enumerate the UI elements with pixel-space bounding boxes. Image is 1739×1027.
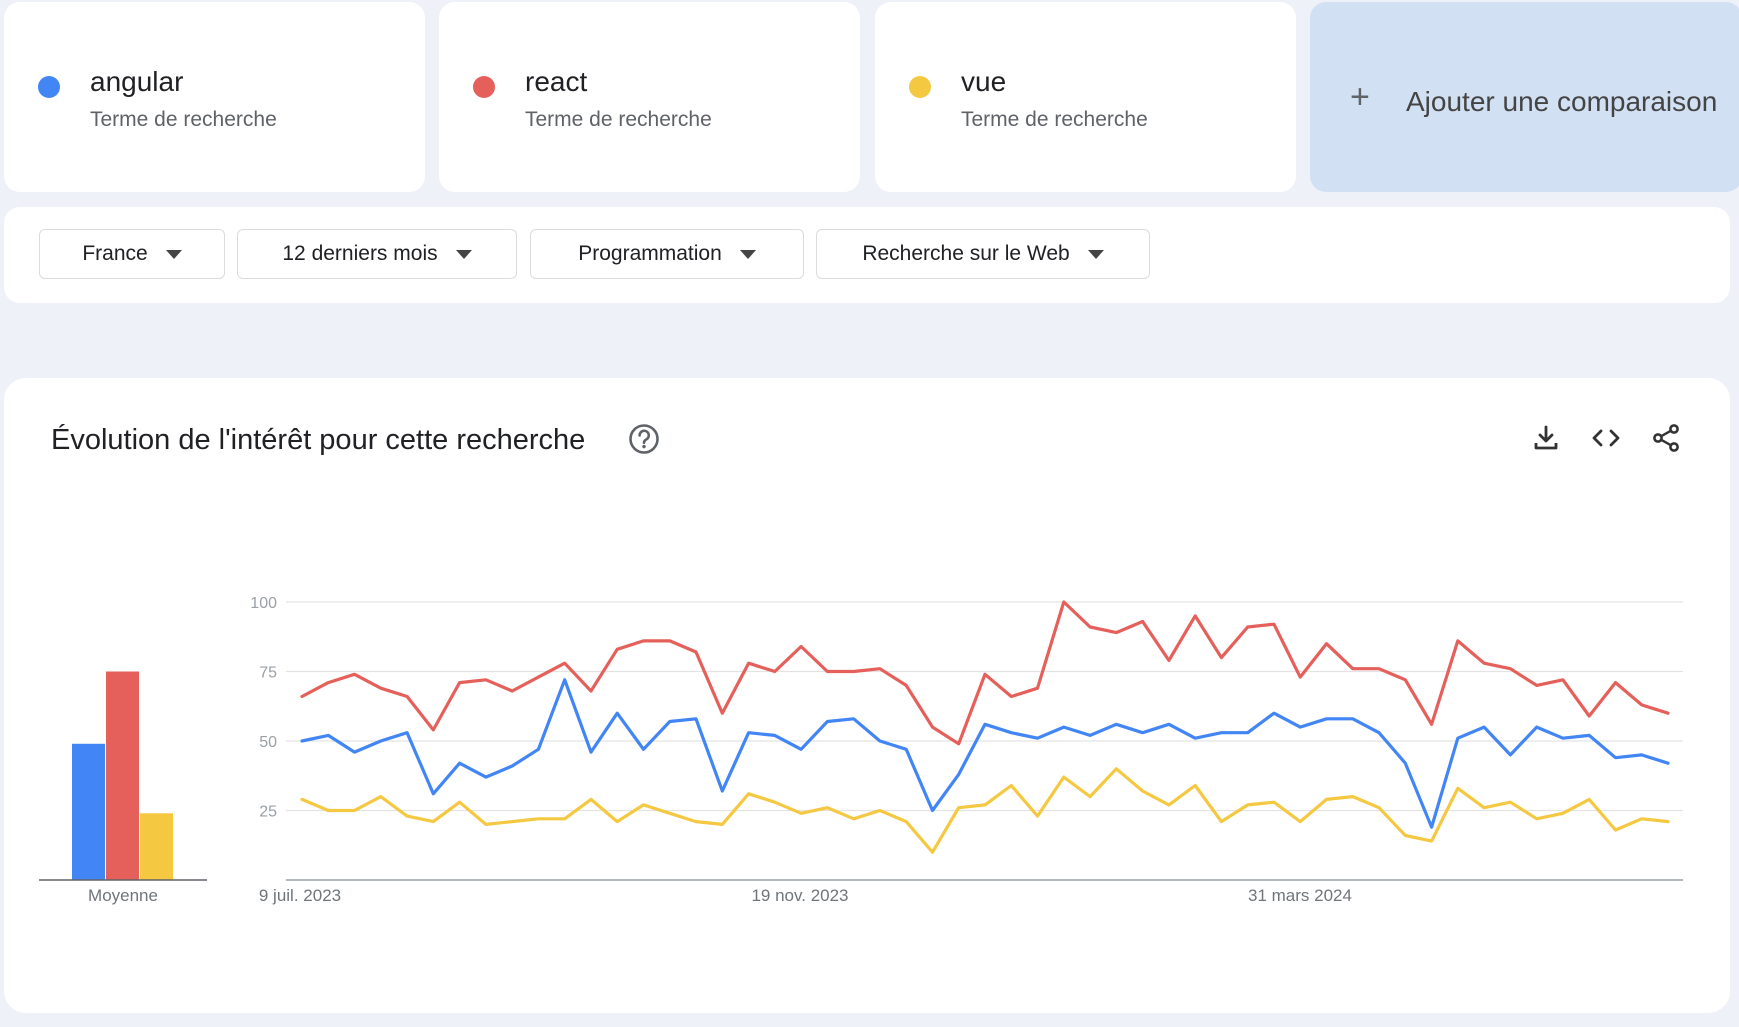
- filter-label: 12 derniers mois: [282, 242, 438, 265]
- dropdown-arrow-icon: [739, 249, 756, 259]
- term-name[interactable]: react: [525, 66, 588, 97]
- embed-code-icon[interactable]: [1590, 422, 1622, 454]
- term-name[interactable]: vue: [961, 66, 1007, 97]
- search-type-filter-dropdown[interactable]: Recherche sur le Web: [816, 229, 1150, 279]
- time-range-filter-dropdown[interactable]: 12 derniers mois: [237, 229, 517, 279]
- dropdown-arrow-icon: [455, 249, 472, 259]
- download-icon[interactable]: [1530, 422, 1562, 454]
- term-name[interactable]: angular: [90, 66, 184, 97]
- category-filter-dropdown[interactable]: Programmation: [530, 229, 804, 279]
- vue-color-dot: [909, 76, 931, 98]
- angular-color-dot: [38, 76, 60, 98]
- filter-label: Recherche sur le Web: [862, 242, 1070, 265]
- location-filter-dropdown[interactable]: France: [39, 229, 225, 279]
- term-type-label: Terme de recherche: [90, 108, 277, 131]
- share-icon[interactable]: [1650, 422, 1682, 454]
- filter-bar: France 12 derniers mois Programmation Re…: [4, 207, 1730, 303]
- dropdown-arrow-icon: [1087, 249, 1104, 259]
- interest-over-time-panel: Évolution de l'intérêt pour cette recher…: [4, 378, 1730, 1013]
- react-color-dot: [473, 76, 495, 98]
- add-comparison-button[interactable]: + Ajouter une comparaison: [1310, 2, 1739, 192]
- term-card-react[interactable]: react Terme de recherche: [439, 2, 860, 192]
- add-comparison-label: Ajouter une comparaison: [1406, 86, 1718, 117]
- filter-label: France: [82, 242, 148, 265]
- dropdown-arrow-icon: [165, 249, 182, 259]
- filter-label: Programmation: [578, 242, 722, 265]
- help-icon[interactable]: [627, 422, 661, 456]
- term-type-label: Terme de recherche: [961, 108, 1148, 131]
- term-card-angular[interactable]: angular Terme de recherche: [4, 2, 425, 192]
- panel-title: Évolution de l'intérêt pour cette recher…: [51, 424, 586, 456]
- plus-icon: +: [1350, 78, 1370, 116]
- term-card-vue[interactable]: vue Terme de recherche: [875, 2, 1296, 192]
- term-type-label: Terme de recherche: [525, 108, 712, 131]
